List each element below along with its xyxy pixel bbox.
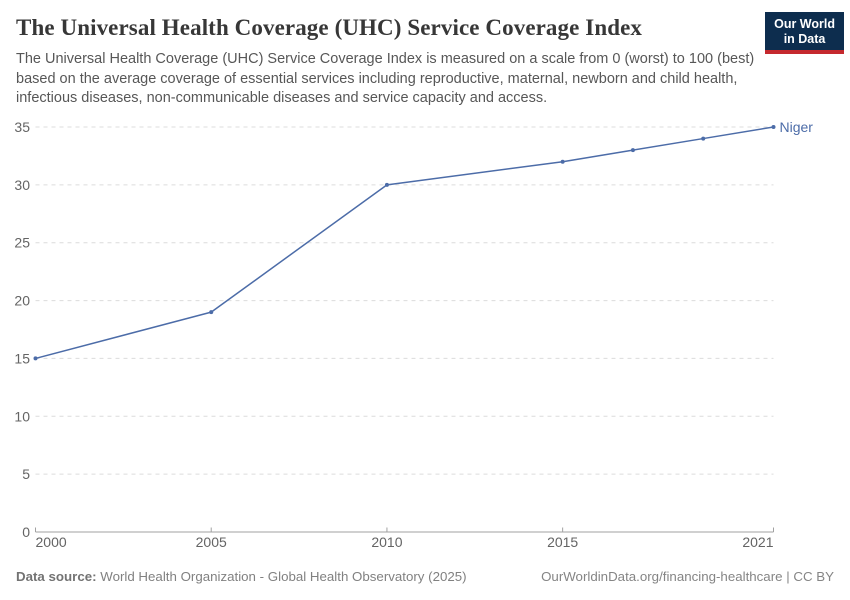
series-end-label: Niger [780,119,814,135]
data-point [33,356,38,361]
chart-footer: Data source: World Health Organization -… [16,569,834,584]
y-axis-label: 15 [14,350,30,366]
y-axis-label: 30 [14,177,30,193]
data-source-text: World Health Organization - Global Healt… [96,569,467,584]
citation-link[interactable]: OurWorldinData.org/financing-healthcare … [541,569,834,584]
y-axis-label: 35 [14,119,30,135]
logo-line-1: Our World [774,17,835,31]
data-point [560,159,565,164]
data-point [701,136,706,141]
data-source: Data source: World Health Organization -… [16,569,467,584]
y-axis-label: 5 [22,466,30,482]
x-axis-label: 2000 [36,534,67,550]
data-point [209,310,214,315]
y-axis-label: 10 [14,408,30,424]
owid-logo[interactable]: Our World in Data [765,12,844,54]
x-axis-label: 2010 [371,534,402,550]
data-source-label: Data source: [16,569,97,584]
logo-line-2: in Data [783,32,826,46]
y-axis-label: 20 [14,293,30,309]
x-axis-label: 2021 [742,534,773,550]
page-subtitle: The Universal Health Coverage (UHC) Serv… [16,51,755,106]
y-axis-label: 25 [14,235,30,251]
x-axis-label: 2005 [196,534,227,550]
data-point [630,148,635,153]
data-point [771,125,776,129]
page-title: The Universal Health Coverage (UHC) Serv… [16,15,643,40]
x-axis-label: 2015 [547,534,578,550]
data-point [384,182,389,187]
y-axis-label: 0 [22,524,30,540]
